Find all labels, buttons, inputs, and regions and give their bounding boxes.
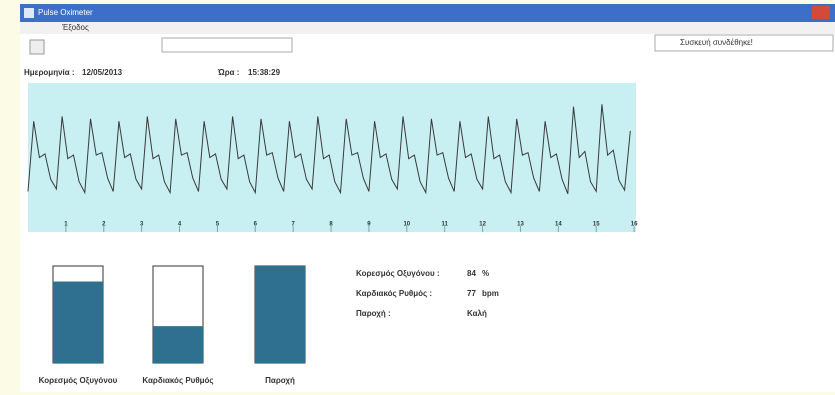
reading-value: 77 (467, 289, 476, 298)
gauge-fill (255, 266, 305, 363)
close-button[interactable] (812, 6, 830, 19)
screen: Pulse Oximeter Έξοδος Συσκευή συνδέθηκε!… (0, 0, 835, 395)
toolbar-button[interactable] (30, 40, 44, 54)
gauge-fill (153, 326, 203, 363)
time: 15:38:29 (248, 68, 281, 77)
time-label: Ώρα : (217, 68, 239, 77)
menu-item[interactable]: Έξοδος (61, 23, 89, 32)
reading-value: 84 (467, 269, 476, 278)
x-tick-label: 14 (555, 222, 562, 228)
reading-label: Κορεσμός Οξυγόνου : (356, 269, 440, 278)
x-tick-label: 15 (593, 222, 600, 228)
x-tick-label: 11 (442, 222, 449, 228)
date-label: Ημερομηνία : (24, 68, 75, 77)
reading-unit: % (482, 269, 489, 278)
x-tick-label: 10 (403, 222, 410, 228)
app-icon (24, 8, 34, 18)
reading-label: Καρδιακός Ρυθμός : (356, 289, 432, 298)
port-field[interactable] (162, 38, 292, 52)
x-tick-label: 13 (517, 222, 524, 228)
title-bar (20, 4, 835, 22)
gauge-fill (53, 282, 103, 363)
status-text: Συσκευή συνδέθηκε! (680, 38, 753, 47)
window-title: Pulse Oximeter (38, 8, 93, 17)
date: 12/05/2013 (82, 68, 123, 77)
reading-value: Καλή (467, 309, 487, 318)
app-window: Pulse Oximeter Έξοδος Συσκευή συνδέθηκε!… (0, 0, 835, 395)
x-tick-label: 12 (479, 222, 486, 228)
x-tick-label: 16 (631, 222, 638, 228)
gauge-label: Παροχή (265, 376, 295, 385)
plot-background (28, 83, 636, 232)
reading-label: Παροχή : (356, 309, 391, 318)
gauge-label: Καρδιακός Ρυθμός (142, 376, 213, 385)
reading-unit: bpm (482, 289, 499, 298)
menu-bar (20, 22, 835, 34)
gauge-label: Κορεσμός Οξυγόνου (39, 376, 118, 385)
